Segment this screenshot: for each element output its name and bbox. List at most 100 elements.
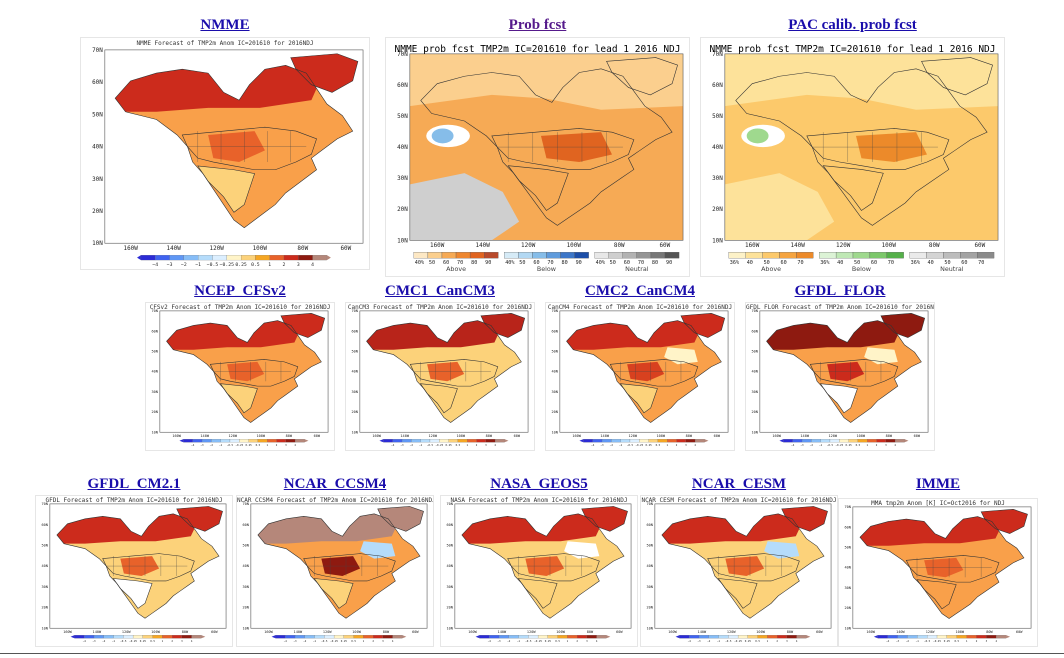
title-prob-link[interactable]: Prob fcst bbox=[508, 17, 567, 33]
lon-tick-label: 80W bbox=[986, 630, 993, 634]
legend-swatch bbox=[547, 635, 558, 639]
title-pac-link[interactable]: PAC calib. prob fcst bbox=[788, 17, 917, 33]
legend-tick-label: 1 bbox=[666, 443, 668, 447]
legend-swatch bbox=[848, 439, 859, 443]
outline-na bbox=[736, 69, 987, 226]
legend-swatch bbox=[695, 439, 705, 443]
legend-swatch bbox=[484, 252, 499, 259]
legend-tick-label: 0.25 bbox=[545, 639, 552, 643]
legend-arrow-left bbox=[271, 635, 276, 639]
legend-tick-label: 60 bbox=[624, 260, 630, 266]
legend-swatch bbox=[996, 635, 1007, 639]
panel-nmme: NMME NMME Forecast of TMP2m Anom IC=2016… bbox=[80, 17, 370, 270]
legend-tick-label: −3 bbox=[400, 443, 404, 447]
lat-tick-label: 30N bbox=[242, 585, 248, 589]
south-anomaly bbox=[917, 579, 957, 609]
legend-tick-label: 70 bbox=[797, 260, 803, 266]
outline-green bbox=[607, 58, 678, 95]
title-ccsm4-link[interactable]: NCAR_CCSM4 bbox=[283, 476, 387, 492]
legend-arrow-right bbox=[806, 635, 811, 639]
legend-tick-label: 60 bbox=[871, 260, 877, 266]
lat-tick-label: 30N bbox=[92, 176, 103, 183]
map-frame bbox=[49, 503, 227, 629]
legend-swatch bbox=[183, 439, 193, 443]
lat-tick-label: 20N bbox=[751, 410, 757, 414]
lat-tick-label: 70N bbox=[397, 51, 408, 58]
lon-tick-label: 80W bbox=[486, 434, 493, 438]
panel-cancm3: CMC1_CanCM3 CanCM3 Forecast of TMP2m Ano… bbox=[345, 283, 535, 451]
legend-swatch bbox=[762, 252, 780, 259]
legend-swatch bbox=[657, 439, 668, 443]
title-cancm4-link[interactable]: CMC2_CanCM4 bbox=[585, 283, 695, 299]
below-region bbox=[431, 128, 454, 144]
title-cancm3-link[interactable]: CMC1_CanCM3 bbox=[385, 283, 495, 299]
legend-swatch bbox=[429, 439, 440, 443]
south-anomaly bbox=[113, 578, 153, 609]
lon-tick-label: 140W bbox=[698, 630, 707, 634]
legend-tick-label: 80 bbox=[562, 260, 568, 266]
map-cancm4: CanCM4 Forecast of TMP2m Anom IC=201610 … bbox=[545, 302, 735, 451]
panel-cancm4: CMC2_CanCM4 CanCM4 Forecast of TMP2m Ano… bbox=[545, 283, 735, 451]
lon-tick-label: 140W bbox=[896, 630, 905, 634]
legend-tick-label: −4 bbox=[591, 443, 595, 447]
legend-tick-label: 70 bbox=[638, 260, 644, 266]
legend-tick-label: −4 bbox=[886, 639, 890, 643]
legend-tick-label: −0.25 bbox=[330, 639, 338, 643]
map-caption: GFDL FLOR Forecast of TMP2m Anom IC=2016… bbox=[746, 304, 934, 311]
legend-group-label: Below bbox=[852, 266, 871, 273]
lon-tick-label: 80W bbox=[686, 434, 693, 438]
prob-field bbox=[409, 53, 684, 241]
legend-tick-label: 40% bbox=[415, 260, 425, 266]
legend-swatch bbox=[229, 439, 240, 443]
title-cm21-link[interactable]: GFDL_CM2.1 bbox=[87, 476, 181, 492]
legend-swatch bbox=[191, 635, 202, 639]
legend-swatch bbox=[611, 439, 621, 443]
greenland-anomaly bbox=[680, 313, 725, 338]
below-region bbox=[746, 128, 769, 144]
state-borders bbox=[307, 556, 389, 577]
lon-tick-label: 60W bbox=[340, 245, 351, 252]
outline-na bbox=[421, 69, 672, 226]
legend-tick-label: −4 bbox=[284, 639, 288, 643]
legend-arrow-right bbox=[904, 439, 909, 443]
legend-tick-label: 50 bbox=[854, 260, 860, 266]
title-cesm-link[interactable]: NCAR_CESM bbox=[691, 476, 787, 492]
title-cfsv2-link[interactable]: NCEP_CFSv2 bbox=[194, 283, 286, 299]
upper-region bbox=[724, 53, 999, 110]
title-nmme-link[interactable]: NMME bbox=[200, 17, 250, 33]
lon-tick-label: 160W bbox=[745, 242, 760, 249]
lat-tick-label: 20N bbox=[712, 206, 723, 213]
lon-tick-label: 80W bbox=[614, 242, 625, 249]
legend-swatch bbox=[567, 635, 578, 639]
outline-green bbox=[782, 506, 828, 531]
legend-tick-label: −4 bbox=[488, 639, 492, 643]
title-imme-link[interactable]: IMME bbox=[915, 476, 961, 492]
legend-tick-label: 1 bbox=[266, 443, 268, 447]
map-geos5: NASA Forecast of TMP2m Anom IC=201610 fo… bbox=[440, 495, 638, 647]
north-anomaly bbox=[56, 513, 195, 544]
lat-tick-label: 60N bbox=[844, 525, 850, 529]
outline-mexico bbox=[420, 384, 457, 413]
title-geos5-link[interactable]: NASA_GEOS5 bbox=[490, 476, 588, 492]
legend-tick-label: 4 bbox=[392, 639, 394, 643]
lat-tick-label: 10N bbox=[151, 430, 157, 434]
legend-swatch bbox=[528, 635, 539, 639]
lat-tick-label: 10N bbox=[92, 240, 103, 247]
lon-tick-label: 160W bbox=[372, 434, 381, 438]
lon-tick-label: 140W bbox=[800, 434, 809, 438]
cool-spot bbox=[764, 541, 800, 559]
lat-tick-label: 40N bbox=[844, 566, 850, 570]
legend-swatch bbox=[314, 635, 325, 639]
state-borders bbox=[413, 361, 492, 382]
title-flor-link[interactable]: GFDL_FLOR bbox=[794, 283, 886, 299]
south-anomaly bbox=[518, 578, 558, 609]
map-caption: CanCM4 Forecast of TMP2m Anom IC=201610 … bbox=[547, 304, 733, 311]
upper-region bbox=[409, 53, 684, 110]
lat-tick-label: 40N bbox=[397, 144, 408, 151]
legend-tick-label: −1 bbox=[219, 443, 223, 447]
lon-tick-label: 140W bbox=[93, 630, 102, 634]
legend-swatch bbox=[439, 439, 449, 443]
lon-tick-label: 60W bbox=[1016, 630, 1023, 634]
map-caption: NMME prob fcst TMP2m IC=201610 for lead … bbox=[709, 44, 996, 55]
lat-tick-label: 10N bbox=[646, 626, 652, 630]
